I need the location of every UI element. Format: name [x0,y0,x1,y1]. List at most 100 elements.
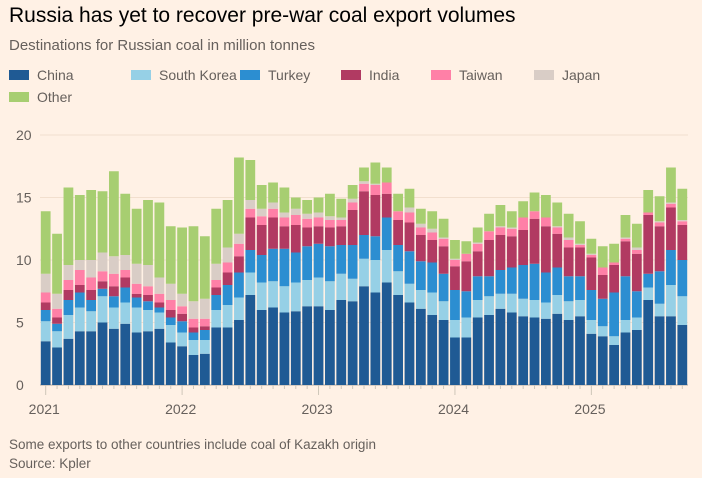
bar-segment-taiwan [415,227,426,235]
bar-segment-other [279,187,290,213]
bar-segment-china [245,295,256,385]
bar-segment-japan [359,181,369,184]
bar-segment-india [86,290,97,300]
bar-segment-china [620,332,631,385]
bar-segment-india [313,226,324,244]
bar-segment-other [222,200,233,248]
bar-segment-japan [256,208,267,217]
bar-segment-japan [268,202,278,209]
bar-segment-taiwan [427,232,438,240]
bar-segment-china [495,308,506,385]
bar-segment-other [120,193,131,255]
bar-segment-south-korea [188,340,199,355]
bar-segment-japan [154,277,165,294]
bar-segment-taiwan [234,243,244,257]
bar-segment-china [313,306,324,385]
bar-segment-turkey [575,276,585,300]
bar-segment-china [347,301,358,385]
bar-segment-turkey [609,292,619,337]
bar-segment-other [461,241,472,254]
bar-segment-india [325,227,335,247]
bar-segment-china [177,346,187,385]
bar-segment-india [347,210,358,245]
bar-segment-china [404,302,415,385]
bar-segment-china [63,338,74,385]
bar-segment-china [552,313,563,385]
bar-segment-other [325,193,335,217]
bar-segment-india [541,226,551,273]
bar-segment-turkey [472,276,483,300]
bar-segment-south-korea [268,281,278,308]
legend-item-china: China [9,67,74,83]
bar-segment-other [541,195,551,218]
bar-segment-taiwan [575,245,585,248]
bar-segment-japan [506,227,517,229]
bar-segment-taiwan [199,318,210,327]
bar-segment-japan [131,263,142,284]
bar-segment-taiwan [154,293,165,303]
bar-segment-turkey [52,323,62,332]
bar-segment-china [370,292,381,385]
bar-segment-south-korea [97,296,108,323]
bar-segment-other [586,238,597,254]
bar-segment-japan [370,183,381,185]
bar-segment-china [222,327,233,385]
bar-segment-turkey [359,235,369,259]
bar-segment-turkey [643,273,654,288]
bar-segment-india [40,302,51,310]
bar-segment-china [415,308,426,385]
bar-segment-south-korea [165,325,176,343]
bar-segment-other [620,215,631,238]
bar-segment-turkey [461,291,472,318]
bar-segment-china [290,311,301,385]
bar-segment-japan [325,216,335,220]
bar-segment-china [666,316,676,385]
bar-segment-south-korea [472,300,483,318]
legend-swatch [9,92,29,102]
bar-segment-turkey [97,288,108,297]
bar-segment-other [52,233,62,294]
bar-segment-taiwan [643,212,654,215]
bar-segment-taiwan [86,277,97,290]
bar-segment-other [597,246,608,268]
bar-segment-taiwan [381,182,392,194]
bar-segment-other [393,193,403,212]
bar-segment-taiwan [97,271,108,282]
bar-segment-south-korea [643,287,654,300]
bar-segment-china [279,312,290,385]
y-tick-label: 20 [16,127,32,143]
bar-segment-taiwan [541,217,551,227]
bar-segment-china [143,331,153,385]
bar-segment-taiwan [290,215,301,225]
bar-segment-taiwan [268,208,278,218]
bar-segment-taiwan [143,286,153,295]
bar-segment-china [52,347,62,385]
bar-segment-china [518,316,529,385]
bar-segment-other [256,185,267,209]
bar-segment-japan [222,247,233,263]
bar-segment-japan [109,256,119,274]
bar-segment-south-korea [74,307,85,332]
chart-title: Russia has yet to recover pre-war coal e… [9,4,516,27]
bar-segment-turkey [74,292,85,308]
bar-segment-taiwan [336,220,347,227]
bar-segment-south-korea [495,293,506,309]
bar-segment-south-korea [620,320,631,333]
bar-segment-india [677,225,688,260]
legend-item-japan: Japan [534,67,600,83]
bar-segment-japan [74,260,85,270]
bar-segment-china [199,353,210,385]
bar-segment-india [131,293,142,298]
bar-segment-japan [415,223,426,228]
legend-label: Other [37,89,73,105]
bar-segment-taiwan [597,267,608,275]
bar-segment-other [74,195,85,260]
bar-segment-other [643,190,654,213]
bar-segment-japan [199,298,210,319]
bar-segment-japan [86,260,97,278]
bar-segment-south-korea [563,301,574,320]
bar-segment-south-korea [541,302,551,319]
bar-segment-india [631,253,642,292]
x-tick-label: 2023 [302,401,333,417]
source-note: Source: Kpler [9,456,91,471]
